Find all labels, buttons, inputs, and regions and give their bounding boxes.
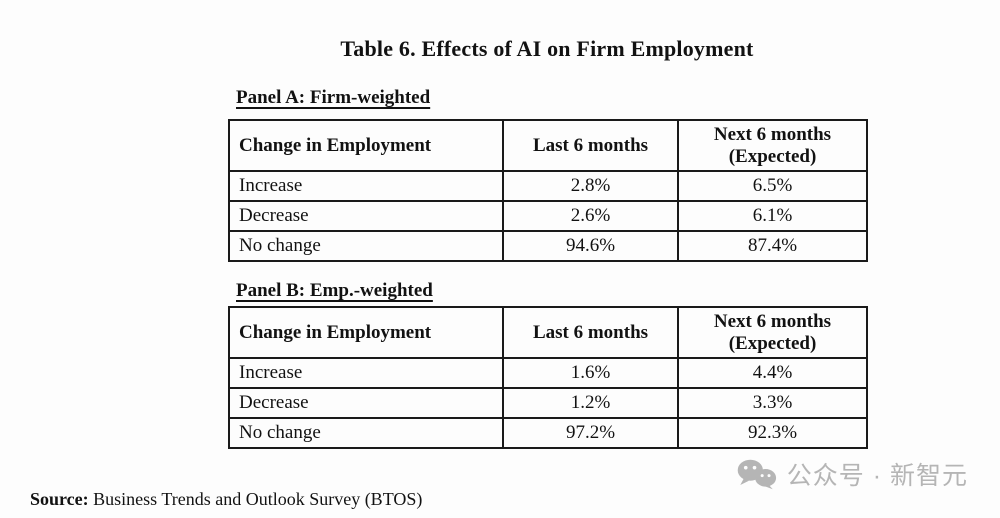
value-next6: 3.3% — [677, 387, 868, 419]
source-label: Source: — [30, 489, 89, 509]
value-last6: 2.8% — [502, 170, 679, 202]
table-row: No change 94.6% 87.4% — [228, 230, 868, 262]
source-text: Business Trends and Outlook Survey (BTOS… — [93, 489, 423, 509]
value-next6: 6.5% — [677, 170, 868, 202]
panel-a-header-row: Change in Employment Last 6 months Next … — [228, 119, 868, 172]
panel-a-label: Panel A: Firm-weighted — [236, 87, 431, 108]
panel-b-table: Change in Employment Last 6 months Next … — [228, 306, 868, 449]
table-row: Increase 1.6% 4.4% — [228, 357, 868, 389]
header-last-6-months: Last 6 months — [502, 306, 679, 359]
header-next-6-months: Next 6 months (Expected) — [677, 306, 868, 359]
header-next-6-months: Next 6 months (Expected) — [677, 119, 868, 172]
header-change-in-employment: Change in Employment — [228, 119, 504, 172]
header-next-6-months-line1: Next 6 months — [713, 310, 832, 332]
header-next-6-months-line1: Next 6 months — [713, 123, 832, 145]
panel-a-table: Change in Employment Last 6 months Next … — [228, 119, 868, 262]
row-label: Increase — [228, 357, 504, 389]
watermark: 公众号 · 新智元 — [736, 456, 968, 492]
value-last6: 2.6% — [502, 200, 679, 232]
wechat-icon — [736, 458, 778, 491]
value-last6: 1.2% — [502, 387, 679, 419]
value-next6: 87.4% — [677, 230, 868, 262]
row-label: No change — [228, 417, 504, 449]
header-next-6-months-line2: (Expected) — [728, 145, 817, 167]
header-change-in-employment: Change in Employment — [228, 306, 504, 359]
value-last6: 97.2% — [502, 417, 679, 449]
source-note: Source: Business Trends and Outlook Surv… — [30, 489, 422, 510]
value-last6: 94.6% — [502, 230, 679, 262]
value-last6: 1.6% — [502, 357, 679, 389]
table-row: Decrease 2.6% 6.1% — [228, 200, 868, 232]
row-label: Decrease — [228, 387, 504, 419]
panel-b-label: Panel B: Emp.-weighted — [236, 280, 433, 301]
panel-b-header-row: Change in Employment Last 6 months Next … — [228, 306, 868, 359]
header-next-6-months-line2: (Expected) — [728, 332, 817, 354]
value-next6: 92.3% — [677, 417, 868, 449]
watermark-text: 公众号 · 新智元 — [786, 462, 968, 490]
row-label: Increase — [228, 170, 504, 202]
table-row: Decrease 1.2% 3.3% — [228, 387, 868, 419]
value-next6: 4.4% — [677, 357, 868, 389]
header-last-6-months: Last 6 months — [502, 119, 679, 172]
table-row: Increase 2.8% 6.5% — [228, 170, 868, 202]
row-label: No change — [228, 230, 504, 262]
table-row: No change 97.2% 92.3% — [228, 417, 868, 449]
value-next6: 6.1% — [677, 200, 868, 232]
table-title: Table 6. Effects of AI on Firm Employmen… — [340, 36, 754, 61]
row-label: Decrease — [228, 200, 504, 232]
